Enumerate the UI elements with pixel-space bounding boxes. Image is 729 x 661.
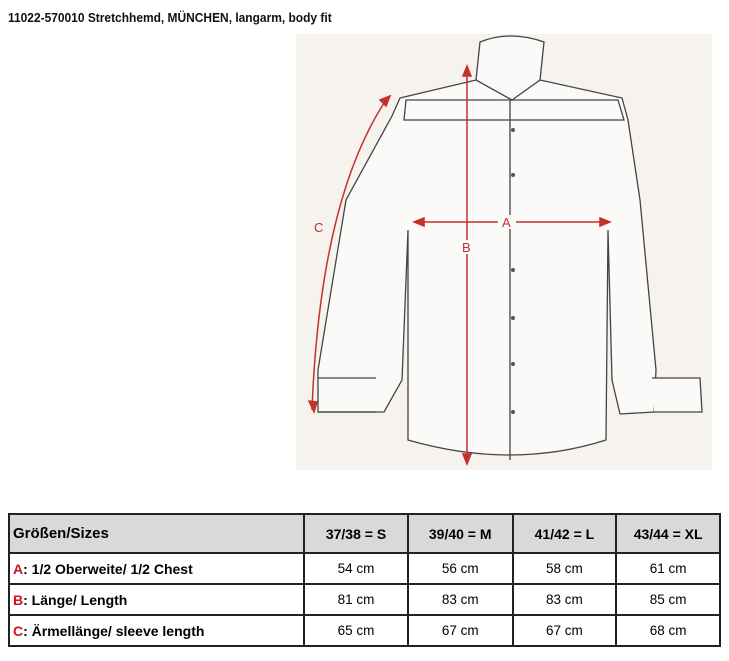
row-label: C: Ärmellänge/ sleeve length <box>7 614 306 647</box>
header-size: 41/42 = L <box>511 513 618 554</box>
cell: 83 cm <box>406 583 514 616</box>
arrow-c <box>311 99 387 411</box>
row-label: B: Länge/ Length <box>7 583 306 616</box>
cell: 81 cm <box>303 583 409 616</box>
header-sizes: Größen/Sizes <box>7 513 306 554</box>
cell: 67 cm <box>511 614 618 647</box>
product-title: 11022-570010 Stretchhemd, MÜNCHEN, langa… <box>8 10 332 25</box>
cell: 67 cm <box>406 614 514 647</box>
buttons <box>511 128 515 414</box>
cell: 68 cm <box>615 614 721 647</box>
label-a: A <box>502 215 511 230</box>
shirt-outline <box>317 35 703 460</box>
table-row: B: Länge/ Length 81 cm 83 cm 83 cm 85 cm <box>7 583 721 616</box>
cell: 54 cm <box>303 552 409 585</box>
shirt-diagram: A B C <box>296 34 712 470</box>
cell: 61 cm <box>615 552 721 585</box>
header-size: 39/40 = M <box>406 513 514 554</box>
cell: 58 cm <box>511 552 618 585</box>
row-label: A: 1/2 Oberweite/ 1/2 Chest <box>7 552 306 585</box>
table-header-row: Größen/Sizes 37/38 = S 39/40 = M 41/42 =… <box>7 513 721 554</box>
label-c: C <box>314 220 323 235</box>
cell: 83 cm <box>511 583 618 616</box>
size-table: Größen/Sizes 37/38 = S 39/40 = M 41/42 =… <box>7 513 721 647</box>
header-size: 37/38 = S <box>303 513 409 554</box>
cell: 65 cm <box>303 614 409 647</box>
header-size: 43/44 = XL <box>615 513 721 554</box>
cell: 85 cm <box>615 583 721 616</box>
cell: 56 cm <box>406 552 514 585</box>
label-b: B <box>462 240 471 255</box>
table-row: A: 1/2 Oberweite/ 1/2 Chest 54 cm 56 cm … <box>7 552 721 585</box>
table-row: C: Ärmellänge/ sleeve length 65 cm 67 cm… <box>7 614 721 647</box>
